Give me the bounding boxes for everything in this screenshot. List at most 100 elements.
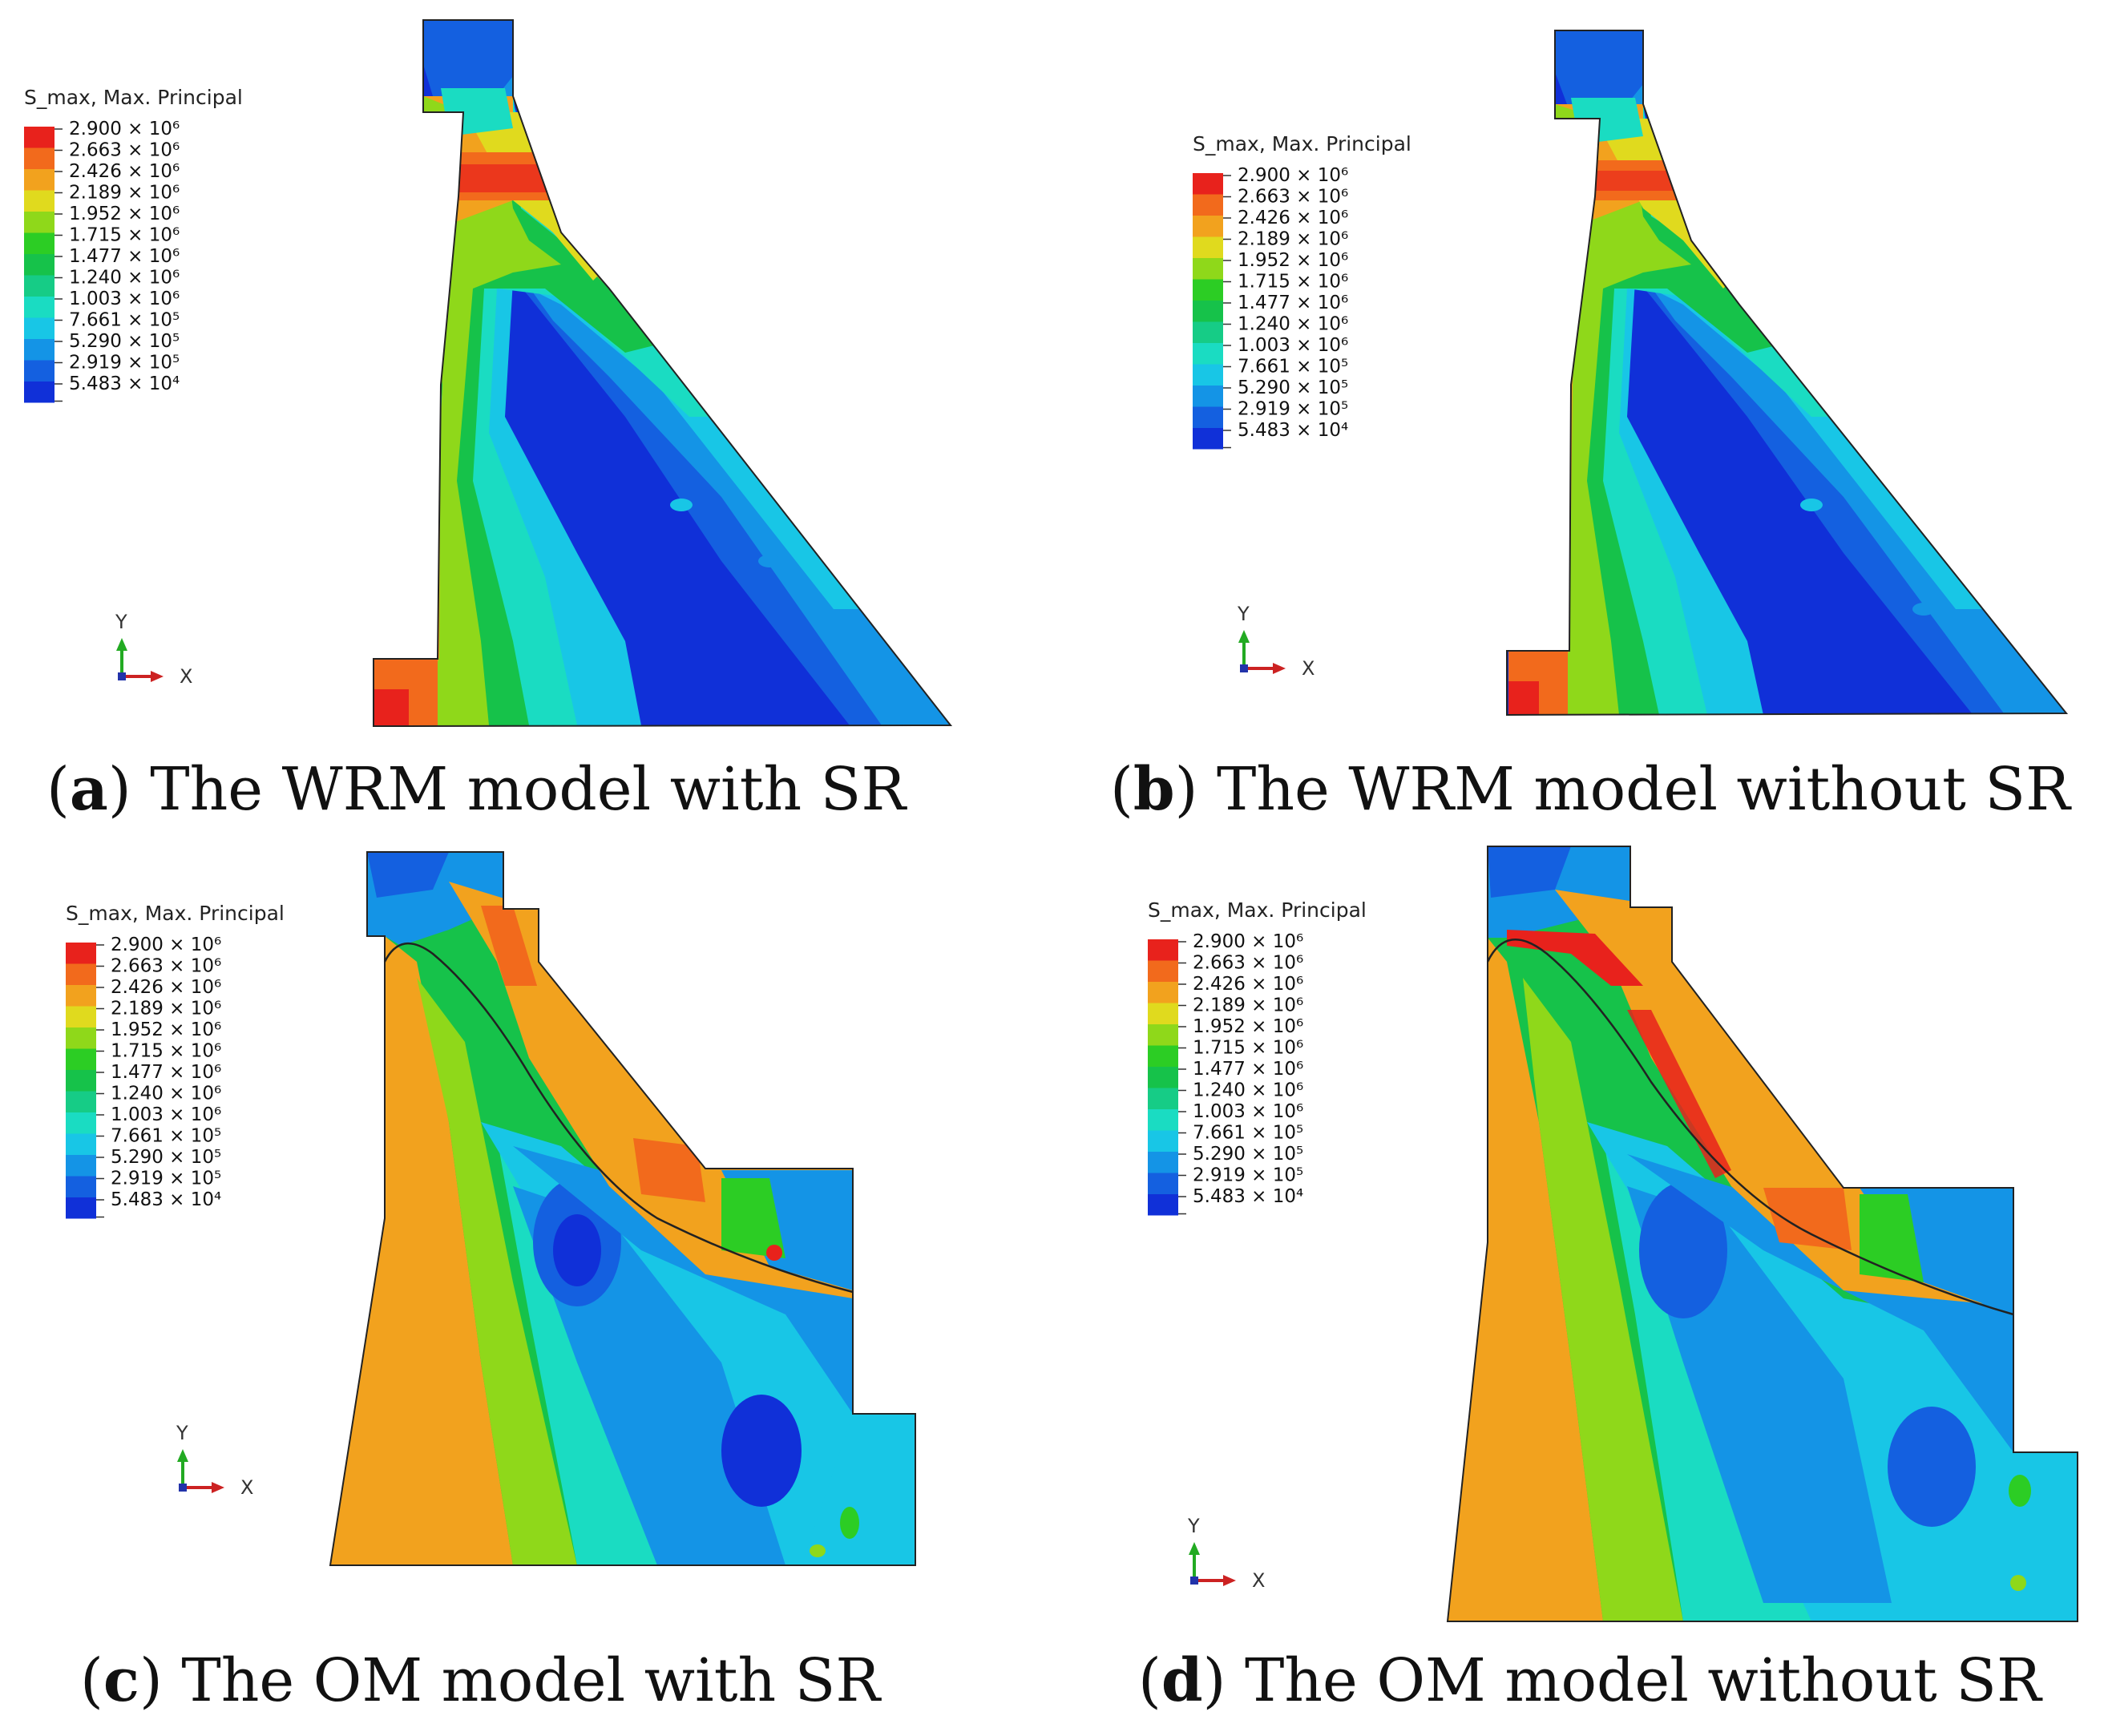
legend-label: 2.426 × 10⁶ bbox=[1238, 208, 1348, 228]
legend-swatch bbox=[24, 382, 55, 403]
legend-swatch bbox=[1148, 1130, 1178, 1152]
legend-swatch bbox=[66, 963, 96, 985]
legend-swatch bbox=[24, 127, 55, 148]
legend-swatch bbox=[1193, 279, 1223, 301]
legend-label: 1.240 × 10⁶ bbox=[1238, 314, 1348, 335]
legend-label: 2.426 × 10⁶ bbox=[69, 161, 180, 182]
z-axis-origin bbox=[1240, 664, 1248, 672]
legend-label: 1.240 × 10⁶ bbox=[1193, 1080, 1303, 1101]
legend-label: 2.900 × 10⁶ bbox=[69, 119, 180, 139]
legend-swatch bbox=[24, 190, 55, 212]
legend-title: S_max, Max. Principal bbox=[1148, 898, 1367, 922]
panel-a-plot bbox=[373, 19, 953, 728]
legend-swatch bbox=[24, 232, 55, 254]
legend-swatch bbox=[24, 254, 55, 276]
legend-label: 2.919 × 10⁵ bbox=[1193, 1165, 1303, 1186]
legend-label: 5.483 × 10⁴ bbox=[111, 1189, 221, 1210]
legend-swatch bbox=[1193, 364, 1223, 386]
panel-b-plot bbox=[1506, 30, 2069, 717]
legend-swatch bbox=[1193, 301, 1223, 322]
legend-swatch bbox=[66, 1133, 96, 1155]
panel-c-plot bbox=[329, 851, 916, 1566]
legend-label: 2.189 × 10⁶ bbox=[111, 999, 221, 1019]
legend-label: 1.715 × 10⁶ bbox=[111, 1041, 221, 1062]
axis-triad-panel-d: YX bbox=[1187, 1515, 1265, 1592]
legend-label: 7.661 × 10⁵ bbox=[1193, 1123, 1303, 1144]
legend-swatch bbox=[1148, 1088, 1178, 1109]
legend-label: 2.919 × 10⁵ bbox=[1238, 399, 1348, 420]
legend-swatch bbox=[1193, 173, 1223, 195]
caption-panel-b: (b) The WRM model without SR bbox=[1110, 755, 2070, 824]
legend-label: 1.003 × 10⁶ bbox=[1193, 1101, 1303, 1122]
x-axis-label: X bbox=[180, 665, 192, 688]
legend-swatch bbox=[66, 1048, 96, 1070]
caption-panel-a: (a) The WRM model with SR bbox=[46, 755, 907, 824]
legend-label: 5.483 × 10⁴ bbox=[1193, 1186, 1303, 1207]
z-axis-origin bbox=[1190, 1577, 1198, 1585]
legend-swatch bbox=[1148, 982, 1178, 1003]
caption-text: The WRM model without SR bbox=[1217, 755, 2070, 824]
legend-label: 1.952 × 10⁶ bbox=[1193, 1016, 1303, 1037]
x-axis-arrowhead bbox=[151, 671, 164, 682]
legend-swatch bbox=[1193, 236, 1223, 258]
legend-label: 1.477 × 10⁶ bbox=[69, 246, 180, 267]
legend-label: 2.189 × 10⁶ bbox=[69, 183, 180, 204]
legend-swatch bbox=[1148, 939, 1178, 961]
legend-swatch bbox=[1193, 406, 1223, 428]
legend-label: 1.715 × 10⁶ bbox=[69, 225, 180, 246]
axis-triad-panel-c: YX bbox=[176, 1422, 253, 1499]
legend-label: 2.663 × 10⁶ bbox=[1238, 187, 1348, 208]
legend-label: 7.661 × 10⁵ bbox=[1238, 357, 1348, 377]
legend-title: S_max, Max. Principal bbox=[24, 86, 243, 109]
legend-swatch bbox=[1193, 321, 1223, 343]
legend-label: 2.426 × 10⁶ bbox=[111, 977, 221, 998]
legend-swatch bbox=[1193, 258, 1223, 280]
legend-swatch bbox=[24, 212, 55, 233]
legend-swatch bbox=[1148, 960, 1178, 982]
legend-swatch bbox=[24, 360, 55, 382]
x-axis-label: X bbox=[1252, 1569, 1265, 1592]
legend-label: 2.919 × 10⁵ bbox=[69, 353, 180, 373]
caption-text: The OM model without SR bbox=[1245, 1646, 2041, 1715]
legend-label: 1.952 × 10⁶ bbox=[111, 1019, 221, 1040]
caption-letter: d bbox=[1161, 1646, 1203, 1715]
legend-label: 1.952 × 10⁶ bbox=[69, 204, 180, 224]
legend-swatch bbox=[1148, 1152, 1178, 1173]
legend-swatch bbox=[66, 985, 96, 1007]
legend-label: 1.477 × 10⁶ bbox=[1193, 1059, 1303, 1080]
legend-label: 2.426 × 10⁶ bbox=[1193, 974, 1303, 995]
legend-swatch bbox=[66, 943, 96, 964]
legend-swatch bbox=[1193, 428, 1223, 450]
legend-swatch bbox=[24, 275, 55, 297]
legend-label: 2.189 × 10⁶ bbox=[1193, 995, 1303, 1016]
legend-title: S_max, Max. Principal bbox=[66, 902, 285, 925]
axis-triad-panel-a: YX bbox=[115, 611, 192, 688]
legend-label: 1.003 × 10⁶ bbox=[1238, 335, 1348, 356]
legend-label: 1.715 × 10⁶ bbox=[1238, 272, 1348, 293]
y-axis-label: Y bbox=[115, 611, 127, 633]
legend-label: 5.290 × 10⁵ bbox=[69, 331, 180, 352]
y-axis-arrowhead bbox=[177, 1449, 188, 1462]
y-axis-arrowhead bbox=[1238, 630, 1250, 643]
legend-label: 1.240 × 10⁶ bbox=[69, 268, 180, 289]
y-axis-label: Y bbox=[176, 1422, 188, 1444]
caption-letter: a bbox=[69, 755, 108, 824]
legend-swatch bbox=[1193, 343, 1223, 365]
legend-swatch bbox=[1148, 1194, 1178, 1216]
y-axis-arrowhead bbox=[1189, 1542, 1200, 1555]
legend-swatch bbox=[24, 317, 55, 339]
legend-swatch bbox=[1193, 216, 1223, 237]
x-axis-arrowhead bbox=[1273, 663, 1286, 674]
legend-label: 7.661 × 10⁵ bbox=[111, 1126, 221, 1147]
legend-swatch bbox=[1148, 1003, 1178, 1024]
legend-swatch bbox=[1193, 386, 1223, 407]
y-axis-label: Y bbox=[1187, 1515, 1200, 1537]
legend-swatch bbox=[1148, 1173, 1178, 1194]
legend-label: 5.483 × 10⁴ bbox=[69, 373, 180, 394]
panel-d-plot bbox=[1446, 846, 2078, 1622]
legend-label: 2.900 × 10⁶ bbox=[1193, 931, 1303, 952]
caption-letter: b bbox=[1133, 755, 1175, 824]
y-axis-arrowhead bbox=[116, 638, 127, 651]
